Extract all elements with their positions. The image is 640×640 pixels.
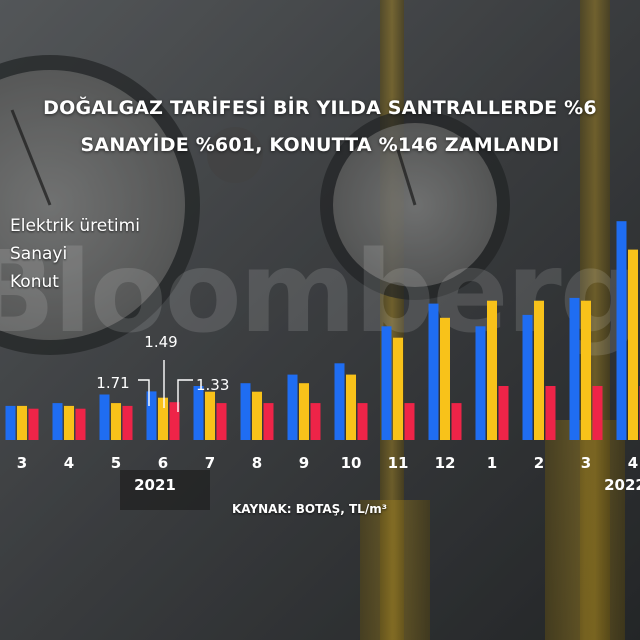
bar-series-1-cat-9 [440,317,450,440]
annotation-leader [177,379,193,412]
tick-label: 6 [158,454,168,472]
legend-entry-housing: Konut [10,272,59,292]
bar-series-2-cat-9 [451,403,462,440]
tick-label: 1 [487,454,497,472]
tick-label: 11 [388,454,409,472]
bar-series-1-cat-7 [346,374,356,440]
tick-label: 4 [64,454,74,472]
chart-title-line-2: SANAYİDE %601, KONUTTA %146 ZAMLANDI [80,134,560,156]
bar-series-2-cat-10 [498,386,509,440]
bar-series-0-cat-10 [475,326,486,440]
bar-series-2-cat-5 [263,403,274,440]
legend-entry-electric: Elektrik üretimi [10,216,140,236]
legend-entry-industry: Sanayi [10,244,68,264]
bar-series-0-cat-1 [52,403,63,440]
year-label: 2022 [604,476,640,494]
bar-series-1-cat-5 [252,391,262,440]
annotation-leader [138,379,150,406]
bar-series-1-cat-11 [534,300,544,440]
bar-series-1-cat-3 [158,397,168,440]
bar-series-0-cat-6 [287,374,298,440]
bar-series-1-cat-8 [393,337,403,440]
bar-series-2-cat-8 [404,403,415,440]
tick-label: 4 [628,454,638,472]
bar-series-0-cat-2 [99,394,110,440]
tick-label: 12 [435,454,456,472]
tick-label: 10 [341,454,362,472]
bar-series-2-cat-1 [75,408,86,440]
bar-series-2-cat-2 [122,405,133,440]
bar-series-2-cat-6 [310,403,321,440]
data-label: 1.33 [196,376,229,394]
source-note: KAYNAK: BOTAŞ, TL/m³ [232,502,387,516]
bar-series-1-cat-2 [111,403,121,440]
bar-series-1-cat-10 [487,300,497,440]
bar-series-2-cat-3 [169,402,180,440]
bar-series-0-cat-3 [146,391,157,440]
bar-series-0-cat-8 [381,326,392,440]
bar-series-0-cat-9 [428,303,439,440]
bar-series-0-cat-11 [522,314,533,440]
year-label: 2021 [134,476,176,494]
tick-label: 9 [299,454,309,472]
bar-series-0-cat-13 [616,221,627,440]
bar-series-0-cat-4 [193,386,204,440]
bar-series-1-cat-1 [64,405,74,440]
bar-series-2-cat-4 [216,403,227,440]
tick-label: 7 [205,454,215,472]
bar-series-0-cat-5 [240,383,251,440]
tick-label: 2 [534,454,544,472]
bar-series-0-cat-7 [334,363,345,440]
tick-label: 5 [111,454,121,472]
data-label: 1.71 [96,374,129,392]
tick-label: 3 [17,454,27,472]
bar-series-1-cat-0 [17,405,27,440]
data-label: 1.49 [144,333,177,351]
bar-series-1-cat-12 [581,300,591,440]
bar-series-2-cat-7 [357,403,368,440]
bar-series-1-cat-6 [299,383,309,440]
bar-series-1-cat-4 [205,391,215,440]
tick-label: 8 [252,454,262,472]
bar-series-0-cat-0 [5,405,16,440]
tick-label: 3 [581,454,591,472]
chart-title-line-1: DOĞALGAZ TARİFESİ BİR YILDA SANTRALLERDE… [43,97,597,119]
watermark: Bloomberg [0,228,640,358]
bar-series-2-cat-12 [592,386,603,440]
bar-series-2-cat-0 [28,408,39,440]
bar-series-2-cat-11 [545,386,556,440]
bar-series-0-cat-12 [569,297,580,440]
bar-series-1-cat-13 [628,249,638,440]
